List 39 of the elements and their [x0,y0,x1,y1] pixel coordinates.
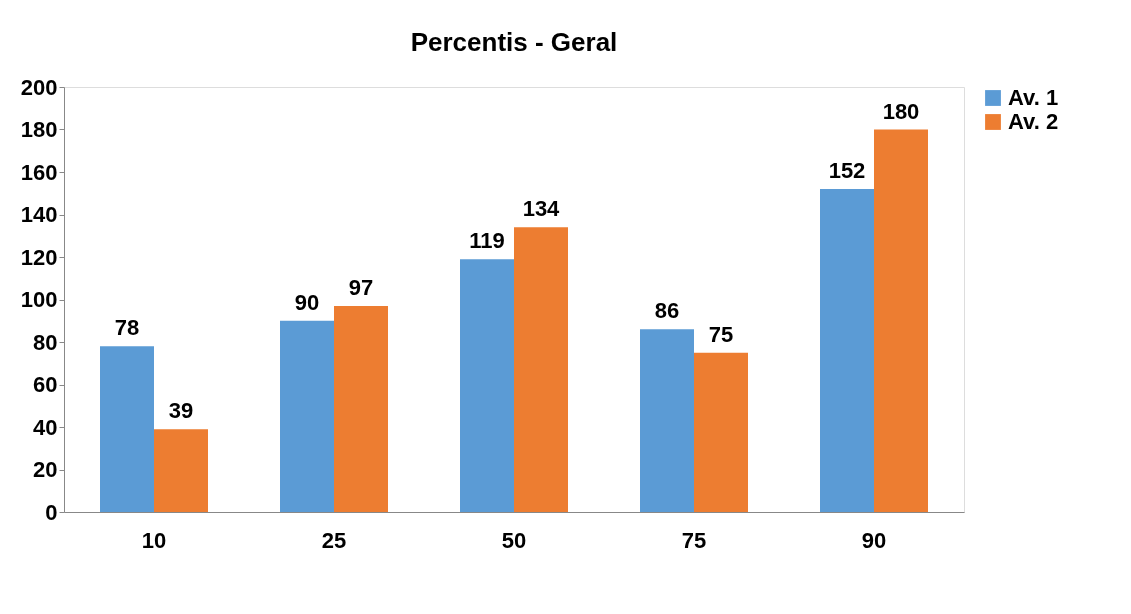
y-tick-label: 0 [45,499,58,525]
bar [514,227,568,512]
y-tick-label: 120 [20,244,58,270]
bar [874,129,928,512]
data-label: 97 [348,274,374,300]
bar [154,429,208,512]
data-label: 180 [882,98,920,124]
chart-title: Percentis - Geral [410,27,618,57]
x-tick-label: 75 [681,527,707,553]
y-tick-label: 40 [33,414,58,440]
bar [334,305,388,512]
data-label: 152 [828,158,866,183]
y-tick-label: 20 [33,457,58,482]
y-tick-label: 60 [33,372,58,397]
data-label: 75 [708,321,734,347]
y-tick-label: 100 [20,287,58,312]
x-tick-label: 25 [321,527,347,553]
bar [694,352,748,512]
data-label: 119 [469,228,505,254]
bar [820,189,874,512]
x-tick-label: 90 [861,527,887,553]
data-label: 78 [114,315,140,341]
bar [100,346,154,512]
bar [460,259,514,512]
y-tick-label: 180 [20,117,58,142]
bar [640,329,694,512]
x-tick-label: 50 [501,527,527,553]
legend-label: Av. 2 [1008,109,1059,134]
data-label: 134 [522,196,561,222]
y-tick-label: 140 [20,202,58,227]
legend-label: Av. 1 [1008,85,1059,110]
y-tick-label: 160 [20,159,58,185]
x-tick-label: 10 [141,527,167,553]
y-tick-label: 200 [20,74,58,100]
data-label: 90 [294,289,320,315]
y-tick-label: 80 [33,329,58,355]
data-label: 86 [654,298,680,324]
data-label: 39 [168,398,194,424]
bar [280,320,334,512]
